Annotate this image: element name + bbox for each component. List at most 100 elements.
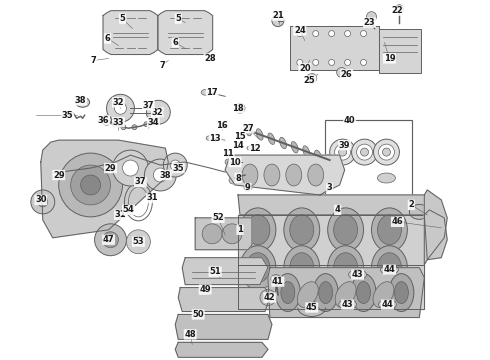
Ellipse shape	[335, 282, 356, 307]
Circle shape	[101, 115, 112, 125]
Circle shape	[225, 159, 231, 165]
Polygon shape	[238, 195, 427, 215]
Ellipse shape	[291, 141, 298, 153]
Text: 18: 18	[232, 104, 244, 113]
Circle shape	[121, 125, 126, 130]
Circle shape	[335, 144, 350, 160]
Text: 26: 26	[341, 70, 352, 79]
Text: 11: 11	[222, 149, 234, 158]
Ellipse shape	[334, 253, 358, 283]
Circle shape	[373, 139, 399, 165]
Bar	[290, 26, 379, 71]
Text: 12: 12	[249, 144, 261, 153]
Polygon shape	[268, 268, 424, 318]
Text: 10: 10	[229, 158, 241, 167]
Ellipse shape	[326, 154, 333, 166]
Bar	[290, 26, 379, 71]
Text: 52: 52	[212, 213, 224, 222]
Ellipse shape	[343, 302, 353, 307]
Text: 50: 50	[193, 310, 204, 319]
Ellipse shape	[234, 143, 242, 148]
Text: 4: 4	[335, 206, 341, 215]
Text: 7: 7	[91, 56, 97, 65]
Text: 44: 44	[384, 265, 395, 274]
Ellipse shape	[284, 208, 319, 252]
Ellipse shape	[377, 253, 401, 283]
Circle shape	[126, 230, 150, 254]
Polygon shape	[178, 288, 270, 311]
Ellipse shape	[201, 89, 211, 95]
Text: 23: 23	[364, 18, 375, 27]
Text: 39: 39	[339, 141, 350, 150]
Text: 29: 29	[105, 163, 116, 172]
Circle shape	[81, 175, 100, 195]
Ellipse shape	[236, 134, 244, 139]
Circle shape	[59, 153, 122, 217]
Polygon shape	[238, 215, 424, 265]
Ellipse shape	[308, 164, 324, 186]
Text: 41: 41	[272, 277, 284, 286]
Ellipse shape	[281, 282, 295, 303]
Circle shape	[329, 31, 335, 37]
Ellipse shape	[328, 246, 364, 289]
Circle shape	[163, 153, 187, 177]
Circle shape	[383, 148, 391, 156]
Circle shape	[115, 102, 126, 114]
Ellipse shape	[244, 185, 252, 190]
Circle shape	[352, 139, 377, 165]
Circle shape	[106, 94, 134, 122]
Ellipse shape	[303, 146, 310, 157]
Text: 54: 54	[122, 206, 134, 215]
Circle shape	[133, 237, 144, 247]
Circle shape	[113, 150, 148, 186]
Polygon shape	[238, 265, 424, 310]
Circle shape	[132, 125, 137, 130]
Circle shape	[395, 5, 403, 13]
Ellipse shape	[357, 282, 370, 303]
Text: 38: 38	[75, 96, 86, 105]
Text: 37: 37	[143, 101, 154, 110]
Polygon shape	[103, 11, 158, 54]
Circle shape	[339, 148, 346, 156]
Circle shape	[122, 160, 138, 176]
Ellipse shape	[290, 215, 314, 245]
Circle shape	[361, 148, 368, 156]
Text: 31: 31	[115, 210, 126, 219]
Ellipse shape	[378, 300, 396, 310]
Polygon shape	[424, 210, 447, 260]
Text: 42: 42	[264, 293, 276, 302]
Text: 37: 37	[135, 177, 146, 186]
Ellipse shape	[242, 164, 258, 186]
Circle shape	[297, 31, 303, 37]
Text: 31: 31	[147, 193, 158, 202]
Ellipse shape	[284, 246, 319, 289]
Ellipse shape	[394, 282, 408, 303]
Circle shape	[112, 122, 117, 127]
Circle shape	[313, 31, 318, 37]
Ellipse shape	[351, 274, 376, 311]
Circle shape	[344, 59, 350, 66]
Circle shape	[202, 224, 222, 244]
Ellipse shape	[286, 164, 302, 186]
Text: 34: 34	[147, 118, 159, 127]
Text: 38: 38	[160, 171, 171, 180]
Circle shape	[329, 59, 335, 66]
Text: 35: 35	[62, 111, 74, 120]
Circle shape	[224, 149, 232, 157]
Circle shape	[71, 165, 111, 205]
Circle shape	[344, 31, 350, 37]
Circle shape	[378, 144, 394, 160]
Text: 6: 6	[172, 38, 178, 47]
Text: 53: 53	[133, 237, 144, 246]
Text: 6: 6	[104, 34, 110, 43]
Ellipse shape	[75, 97, 90, 107]
Circle shape	[229, 176, 237, 184]
Circle shape	[153, 168, 167, 182]
Text: 8: 8	[235, 174, 241, 183]
Text: 27: 27	[242, 124, 254, 133]
Circle shape	[357, 144, 372, 160]
Circle shape	[144, 122, 149, 127]
Circle shape	[361, 31, 367, 37]
Ellipse shape	[377, 173, 395, 183]
Ellipse shape	[264, 164, 280, 186]
